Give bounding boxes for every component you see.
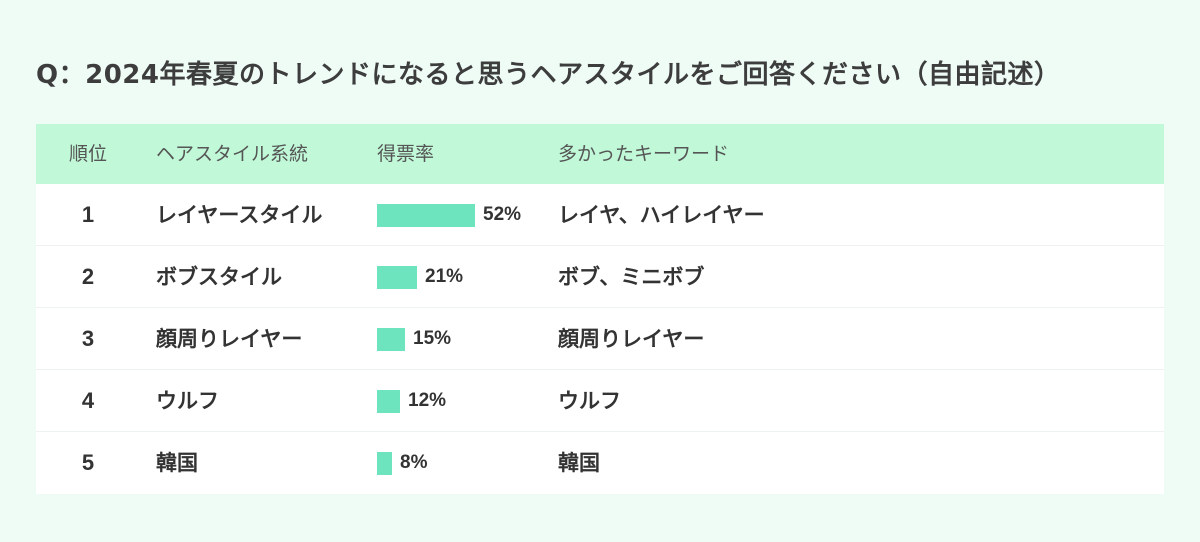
style-cell: 顔周りレイヤー [156,327,303,351]
share-label: 8% [400,452,428,473]
chart-title: Q：2024年春夏のトレンドになると思うヘアスタイルをご回答ください（自由記述） [36,60,1061,90]
table-row: 1 レイヤースタイル 52% レイヤ、ハイレイヤー [36,184,1164,246]
share-label: 52% [483,204,522,225]
share-label: 15% [413,328,452,349]
rank-cell: 5 [81,450,95,475]
share-bar [377,328,405,351]
style-cell: ボブスタイル [156,265,282,289]
keywords-cell: 韓国 [558,451,600,475]
rank-cell: 3 [81,326,95,351]
keywords-cell: レイヤ、ハイレイヤー [558,203,765,227]
header-style: ヘアスタイル系統 [156,143,309,165]
header-share: 得票率 [377,143,435,165]
table-row: 5 韓国 8% 韓国 [36,432,1164,494]
keywords-cell: ウルフ [558,389,621,413]
share-bar [377,266,417,289]
table-header: 順位 ヘアスタイル系統 得票率 多かったキーワード [36,124,1164,184]
keywords-cell: 顔周りレイヤー [558,327,705,351]
keywords-cell: ボブ、ミニボブ [558,265,705,289]
style-cell: レイヤースタイル [156,203,323,227]
style-cell: 韓国 [156,451,198,475]
share-label: 21% [425,266,464,287]
share-bar [377,390,400,413]
rank-cell: 1 [81,202,95,227]
share-bar [377,204,475,227]
ranking-table: 順位 ヘアスタイル系統 得票率 多かったキーワード 1 レイヤースタイル 52% レイ… [36,124,1164,494]
rank-cell: 4 [81,388,95,413]
table-row: 3 顔周りレイヤー 15% 顔周りレイヤー [36,308,1164,370]
table-row: 4 ウルフ 12% ウルフ [36,370,1164,432]
style-cell: ウルフ [156,389,219,413]
share-bar [377,452,392,475]
header-keywords: 多かったキーワード [558,143,730,165]
header-rank: 順位 [68,143,107,165]
share-label: 12% [408,390,447,411]
table-row: 2 ボブスタイル 21% ボブ、ミニボブ [36,246,1164,308]
rank-cell: 2 [81,264,95,289]
